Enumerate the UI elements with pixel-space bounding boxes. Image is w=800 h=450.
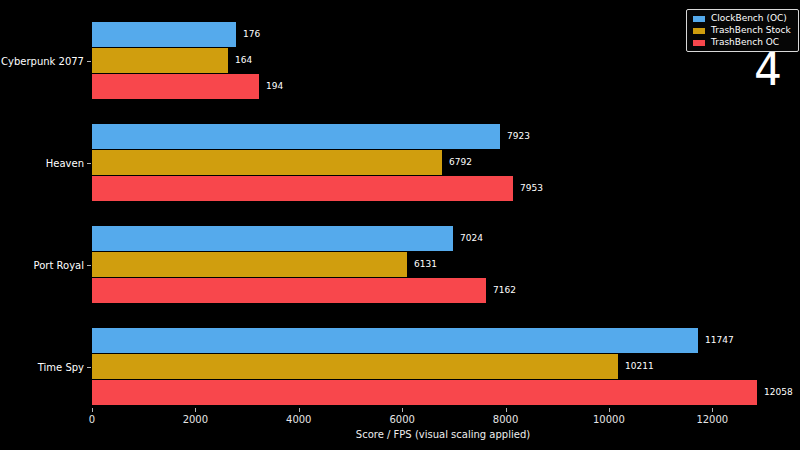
legend-label: TrashBench Stock [711, 26, 791, 35]
legend-color-chip [693, 40, 705, 46]
value-label: 12058 [764, 380, 793, 405]
value-label: 6131 [414, 252, 437, 277]
x-tick [92, 408, 93, 412]
y-tick [87, 367, 91, 368]
x-tick [712, 408, 713, 412]
bar-trashbench-stock [92, 48, 228, 73]
x-tick [195, 408, 196, 412]
y-tick [87, 265, 91, 266]
x-tick-label: 2000 [183, 414, 208, 425]
x-tick-label: 12000 [696, 414, 728, 425]
value-label: 7024 [460, 226, 483, 251]
bar-trashbench-stock [92, 354, 618, 379]
legend-item: TrashBench Stock [693, 26, 791, 35]
category-label: Cyberpunk 2077 [0, 55, 84, 66]
x-tick [402, 408, 403, 412]
x-axis-label: Score / FPS (visual scaling applied) [356, 429, 530, 440]
value-label: 11747 [705, 328, 734, 353]
bar-trashbench-stock [92, 150, 442, 175]
category-label: Port Royal [0, 259, 84, 270]
x-tick [299, 408, 300, 412]
category-label: Heaven [0, 157, 84, 168]
x-tick-label: 0 [89, 414, 95, 425]
benchmark-bar-chart: Cyberpunk 2077 176164 194 Heaven 7923 6792 795… [0, 0, 800, 450]
x-tick-label: 6000 [389, 414, 414, 425]
value-label: 194 [266, 74, 283, 99]
overlay-number: 4 [754, 48, 782, 92]
x-tick [609, 408, 610, 412]
value-label: 10211 [625, 354, 654, 379]
bar-trashbench-oc [92, 176, 513, 201]
bar-trashbench-stock [92, 252, 407, 277]
bar-trashbench-oc [92, 74, 259, 99]
y-tick [87, 61, 91, 62]
x-tick [506, 408, 507, 412]
x-tick-label: 10000 [593, 414, 625, 425]
bar-clockbench-oc [92, 22, 236, 47]
bar-trashbench-oc [92, 278, 486, 303]
value-label: 7923 [507, 124, 530, 149]
bar-clockbench-oc [92, 328, 698, 353]
category-label: Time Spy [0, 361, 84, 372]
x-tick-label: 4000 [286, 414, 311, 425]
legend-label: ClockBench (OC) [711, 14, 787, 23]
value-label: 7953 [520, 176, 543, 201]
bar-clockbench-oc [92, 226, 453, 251]
bar-clockbench-oc [92, 124, 500, 149]
value-label: 164 [235, 48, 252, 73]
value-label: 6792 [449, 150, 472, 175]
y-tick [87, 163, 91, 164]
legend-color-chip [693, 28, 705, 34]
value-label: 7162 [493, 278, 516, 303]
x-tick-label: 8000 [493, 414, 518, 425]
legend-item: ClockBench (OC) [693, 14, 791, 23]
value-label: 176 [243, 22, 260, 47]
legend-color-chip [693, 16, 705, 22]
bar-trashbench-oc [92, 380, 757, 405]
